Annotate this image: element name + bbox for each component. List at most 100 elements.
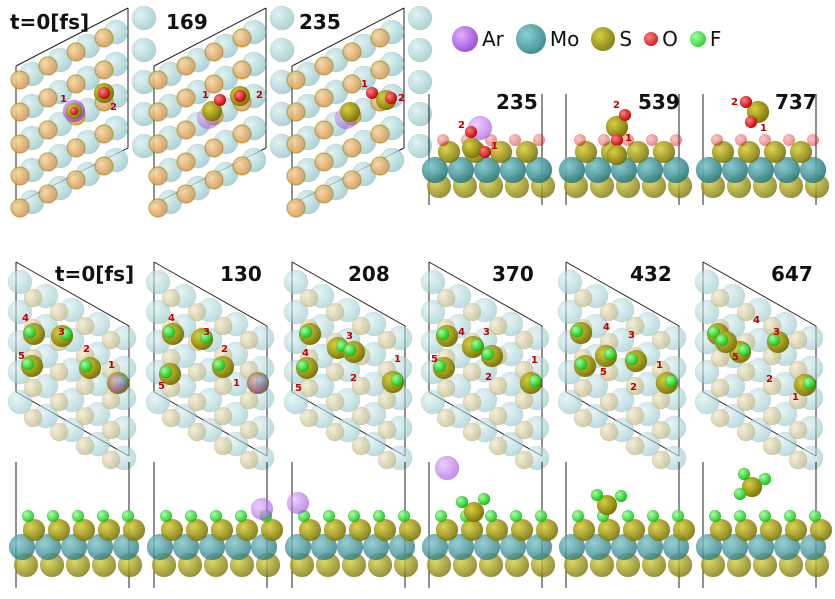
atom-index-b1-1: 1 xyxy=(233,378,240,389)
legend-label-o: O xyxy=(662,27,678,51)
s-atom xyxy=(187,422,207,442)
time-label-top-2: 235 xyxy=(299,10,341,34)
s-atom-ring xyxy=(66,42,86,62)
atom-index-b3-4: 4 xyxy=(458,327,465,338)
s-atom-ring xyxy=(94,156,114,176)
atom-index-b5-4: 4 xyxy=(753,315,760,326)
mo-atom xyxy=(694,389,720,415)
o-atom xyxy=(597,133,611,147)
o-atom xyxy=(739,95,753,109)
mo-atom xyxy=(145,389,171,415)
o-atom xyxy=(610,133,624,147)
s-atom xyxy=(462,362,482,382)
legend: Ar Mo S O F xyxy=(452,24,727,54)
s-atom-ring xyxy=(286,166,306,186)
s-atom xyxy=(101,450,121,470)
mo-atom xyxy=(131,5,157,31)
f-atom xyxy=(646,509,660,523)
f-atom xyxy=(79,359,93,373)
s-atom-ring xyxy=(314,152,334,172)
mo-atom xyxy=(269,5,295,31)
s-atom xyxy=(488,316,508,336)
f-atom xyxy=(737,343,751,357)
atom-index-b5-5: 5 xyxy=(732,352,739,363)
f-atom xyxy=(121,509,135,523)
s-atom-ring xyxy=(38,152,58,172)
f-atom xyxy=(159,365,173,379)
s-atom xyxy=(736,362,756,382)
s-atom xyxy=(351,376,371,396)
atom-index-top-0-1: 1 xyxy=(60,94,67,105)
mo-atom xyxy=(525,156,553,184)
s-atom xyxy=(606,144,628,166)
s-atom xyxy=(437,140,461,164)
mo-atom xyxy=(557,269,583,295)
atom-index-b0-3: 3 xyxy=(58,327,65,338)
s-atom xyxy=(339,101,361,123)
bottom-topview-5-cell-edge xyxy=(702,261,817,327)
legend-label-s: S xyxy=(619,27,633,51)
mo-atom xyxy=(145,299,171,325)
s-atom xyxy=(573,408,593,428)
s-atom xyxy=(299,408,319,428)
f-atom xyxy=(343,343,357,357)
s-atom xyxy=(49,362,69,382)
s-atom xyxy=(435,518,459,542)
s-atom xyxy=(161,408,181,428)
mo-atom xyxy=(7,299,33,325)
s-atom xyxy=(788,450,808,470)
atom-index-b1-2: 2 xyxy=(221,344,228,355)
o-atom xyxy=(645,133,659,147)
s-atom xyxy=(213,406,233,426)
ar-atom-icon xyxy=(452,26,478,52)
atom-index-side-0-2: 2 xyxy=(458,120,465,131)
s-atom-ring xyxy=(176,56,196,76)
atom-index-b5-2: 2 xyxy=(766,374,773,385)
f-atom xyxy=(625,352,639,366)
f-atom xyxy=(372,509,386,523)
s-atom xyxy=(625,376,645,396)
f-atom xyxy=(737,467,751,481)
s-atom-ring xyxy=(232,124,252,144)
s-atom xyxy=(185,518,209,542)
s-atom xyxy=(736,392,756,412)
atom-index-b4-4: 4 xyxy=(603,322,610,333)
s-atom xyxy=(762,406,782,426)
s-atom xyxy=(72,518,96,542)
s-atom-ring xyxy=(204,138,224,158)
s-atom xyxy=(672,518,696,542)
f-atom xyxy=(477,492,491,506)
s-atom-ring xyxy=(370,156,390,176)
s-atom xyxy=(351,316,371,336)
o-atom xyxy=(618,108,632,122)
f-atom xyxy=(664,374,678,388)
s-atom xyxy=(398,518,422,542)
s-atom xyxy=(23,408,43,428)
f-atom xyxy=(707,325,721,339)
f-atom xyxy=(481,347,495,361)
legend-item-f: F xyxy=(689,27,721,51)
s-atom xyxy=(348,518,372,542)
f-atom xyxy=(758,472,772,486)
mo-atom xyxy=(694,359,720,385)
f-atom xyxy=(758,509,772,523)
s-atom xyxy=(573,288,593,308)
s-atom xyxy=(239,330,259,350)
s-atom xyxy=(260,518,284,542)
bottom-topview-4-cell-edge xyxy=(565,261,680,327)
s-atom xyxy=(599,392,619,412)
mo-atom xyxy=(407,133,433,159)
f-atom xyxy=(390,373,404,387)
s-atom-ring xyxy=(286,198,306,218)
s-atom xyxy=(652,140,676,164)
atom-index-side-1-2: 2 xyxy=(613,100,620,111)
atom-index-b4-3: 3 xyxy=(628,330,635,341)
s-atom xyxy=(622,518,646,542)
s-atom-ring xyxy=(232,156,252,176)
s-atom-ring xyxy=(148,70,168,90)
f-atom xyxy=(808,509,822,523)
o-atom xyxy=(384,91,398,105)
s-atom xyxy=(626,140,650,164)
o-atom xyxy=(669,133,683,147)
